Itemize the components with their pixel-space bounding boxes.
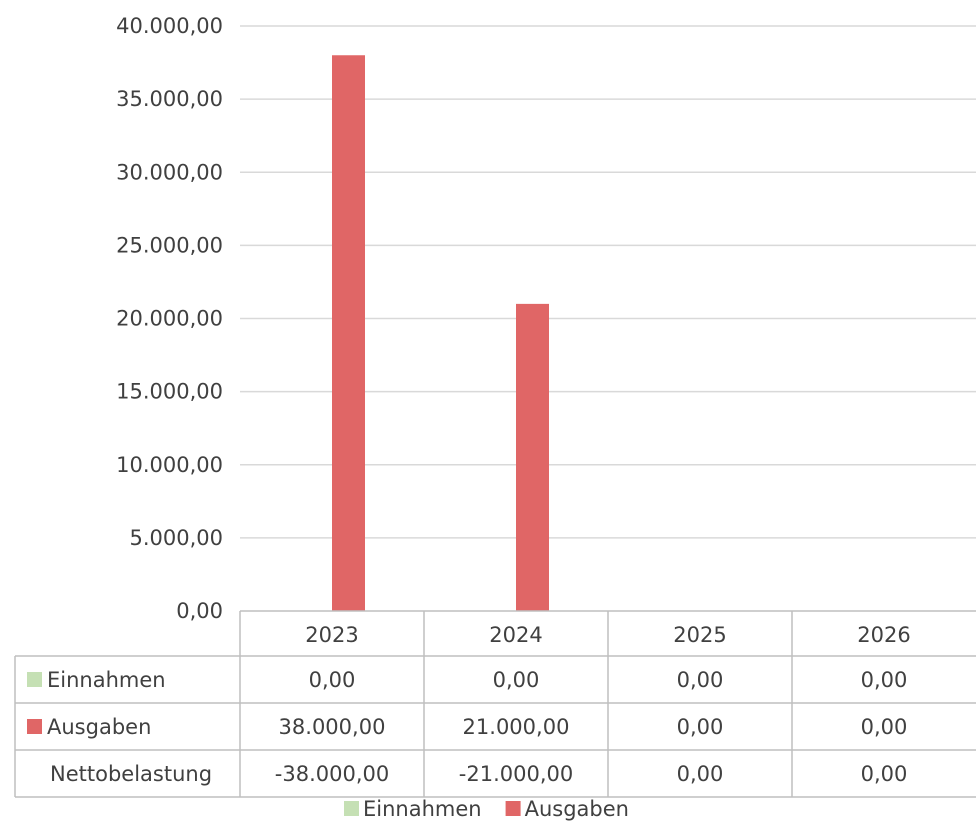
table-cell: 0,00 [493,668,540,692]
y-tick-label: 5.000,00 [129,526,223,550]
bar-ausgaben-2023 [332,55,365,611]
legend: Einnahmen Ausgaben [344,797,629,821]
table-legend-key [27,672,42,687]
legend-key-ausgaben [505,801,521,816]
bars [332,55,549,611]
y-tick-label: 30.000,00 [116,160,223,184]
legend-label: Einnahmen [363,797,482,821]
data-table: 2023 2024 2025 2026 Einnahmen 0,00 0,00 0,00 0,0… [14,610,976,798]
x-tick-label: 2024 [489,623,542,647]
y-tick-label: 0,00 [176,599,223,623]
table-row-label: Nettobelastung [50,762,212,786]
table-row-label: Einnahmen [47,668,166,692]
bar-ausgaben-2024 [516,303,549,611]
table-cell: 0,00 [861,762,908,786]
y-tick-label: 35.000,00 [116,87,223,111]
table-cell: 0,00 [677,668,724,692]
y-tick-label: 25.000,00 [116,233,223,257]
table-legend-key [27,719,42,734]
y-tick-label: 40.000,00 [116,14,223,38]
table-cell: 0,00 [861,715,908,739]
table-cell: 0,00 [677,715,724,739]
legend-label: Ausgaben [525,797,629,821]
table-cell: 0,00 [309,668,356,692]
table-cell: 38.000,00 [279,715,386,739]
table-cell: -38.000,00 [275,762,389,786]
y-axis-tick-labels: 0,00 5.000,00 10.000,00 15.000,00 20.000,00 2… [116,14,223,623]
x-tick-label: 2026 [857,623,910,647]
y-tick-label: 15.000,00 [116,380,223,404]
table-row-label: Ausgaben [47,715,151,739]
y-tick-label: 10.000,00 [116,453,223,477]
legend-key-einnahmen [344,801,359,816]
y-tick-label: 20.000,00 [116,307,223,331]
x-tick-label: 2023 [305,623,358,647]
table-cell: 0,00 [677,762,724,786]
x-tick-label: 2025 [673,623,726,647]
table-cell: 0,00 [861,668,908,692]
table-cell: 21.000,00 [463,715,570,739]
table-cell: -21.000,00 [459,762,573,786]
